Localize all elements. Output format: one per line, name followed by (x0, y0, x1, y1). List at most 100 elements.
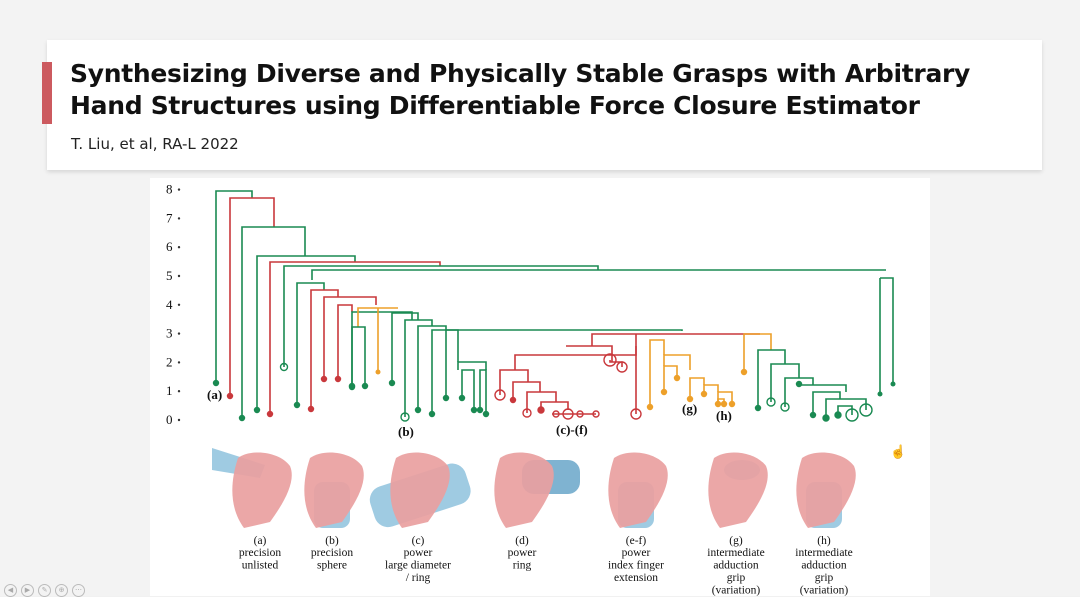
dendrogram-branch (540, 401, 569, 410)
leaf-node (592, 410, 600, 418)
dendrogram-branch (812, 391, 841, 415)
slide-title: Synthesizing Diverse and Physically Stab… (70, 58, 1030, 122)
leaf-node (660, 388, 668, 396)
y-axis: 0 1 2 3 4 5 6 7 8 (166, 182, 181, 427)
dendrogram (212, 190, 896, 422)
mouse-cursor-icon: ☝ (890, 444, 907, 459)
leaf-node (890, 381, 896, 387)
group-label-1: (b) (398, 424, 414, 439)
hand-shape (608, 452, 668, 528)
zoom-icon[interactable]: ⊕ (55, 584, 68, 597)
leaf-node (673, 374, 681, 382)
hand-shape (708, 452, 768, 528)
caption-label-3: (d) (515, 535, 529, 547)
dendrogram-branch (461, 369, 475, 410)
leaf-node (509, 396, 517, 404)
dendrogram-branch (770, 363, 800, 402)
caption-line: precision (311, 547, 353, 559)
dendrogram-branch (717, 391, 733, 404)
caption-line: large diameter (385, 560, 451, 572)
leaf-node (630, 408, 642, 420)
caption-line: power (404, 547, 433, 559)
leaf-node (253, 406, 261, 414)
dendrogram-branch (431, 329, 683, 414)
pen-icon[interactable]: ✎ (38, 584, 51, 597)
leaf-node (834, 411, 842, 419)
hand-image-2 (369, 452, 471, 528)
caption-line: power (622, 547, 651, 559)
dendrogram-branch (743, 333, 772, 372)
dendrogram-branch (283, 265, 599, 367)
y-tick-mark (177, 188, 181, 191)
leaf-node (877, 391, 883, 397)
caption-label-1: (b) (325, 535, 339, 547)
dendrogram-branch (879, 277, 894, 394)
hand-image-0 (212, 448, 292, 528)
dendrogram-branch (229, 197, 275, 396)
dendrogram-branch (357, 307, 398, 327)
prev-icon[interactable]: ◀ (4, 584, 17, 597)
caption-line: grip (815, 572, 834, 584)
leaf-node (458, 394, 466, 402)
leaf-node (400, 412, 410, 422)
leaf-node (476, 406, 484, 414)
y-tick-mark (177, 418, 181, 422)
y-tick-mark (177, 303, 181, 306)
group-label-3: (g) (682, 401, 697, 416)
next-icon[interactable]: ▶ (21, 584, 34, 597)
dendrogram-branch (526, 391, 557, 413)
dendrogram-branch (256, 255, 356, 410)
leaf-node (780, 402, 790, 412)
more-icon[interactable]: ⋯ (72, 584, 85, 597)
caption-line: grip (727, 572, 746, 584)
caption-line: / ring (406, 572, 431, 584)
caption-line: (variation) (712, 585, 761, 597)
dendrogram-branch (391, 312, 419, 383)
leaf-node (552, 410, 560, 418)
y-tick-label-8: 8 (166, 182, 173, 197)
caption-line: index finger (608, 560, 664, 572)
dendrogram-branch (296, 282, 325, 405)
dendrogram-branch (457, 361, 487, 370)
hand-shape (494, 452, 554, 528)
y-tick-mark (177, 217, 181, 220)
caption-label-5: (g) (729, 535, 743, 547)
leaf-node (348, 382, 356, 390)
hand-image-6 (796, 452, 856, 528)
leaf-node (616, 361, 628, 373)
title-accent-bar (42, 62, 52, 124)
dendrogram-branch (351, 311, 413, 387)
leaf-node (537, 406, 545, 414)
dendrogram-branch (269, 261, 441, 414)
caption-line: extension (614, 572, 658, 584)
leaf-node (293, 401, 301, 409)
dendrogram-branch (445, 329, 459, 398)
dendrogram-branch (703, 384, 719, 394)
dendrogram-branch (663, 354, 691, 370)
leaf-node (740, 368, 748, 376)
caption-line: intermediate (707, 547, 764, 559)
leaf-node (646, 403, 654, 411)
title-line-1: Synthesizing Diverse and Physically Stab… (70, 59, 971, 88)
y-tick-mark (177, 274, 181, 278)
y-tick-label-5: 5 (166, 268, 173, 283)
dendrogram-branch (837, 405, 853, 415)
leaf-node (361, 382, 369, 390)
hand-image-5 (708, 452, 768, 528)
dendrogram-branch (757, 349, 786, 408)
leaf-node (714, 400, 722, 408)
leaf-node (809, 411, 817, 419)
y-tick-mark (177, 361, 181, 364)
leaf-node (522, 408, 532, 418)
dendrogram-branch (323, 296, 377, 379)
y-tick-label-4: 4 (166, 297, 173, 312)
leaf-node (238, 414, 246, 422)
y-tick-label-0: 0 (166, 412, 173, 427)
hand-image-4 (608, 452, 668, 528)
dendrogram-branch (499, 369, 529, 395)
caption-label-4: (e-f) (626, 535, 647, 547)
grasp-captions: (a)precisionunlisted(b)precisionsphere(c… (239, 535, 853, 596)
y-tick-label-3: 3 (166, 326, 173, 341)
leaf-node (576, 410, 584, 418)
